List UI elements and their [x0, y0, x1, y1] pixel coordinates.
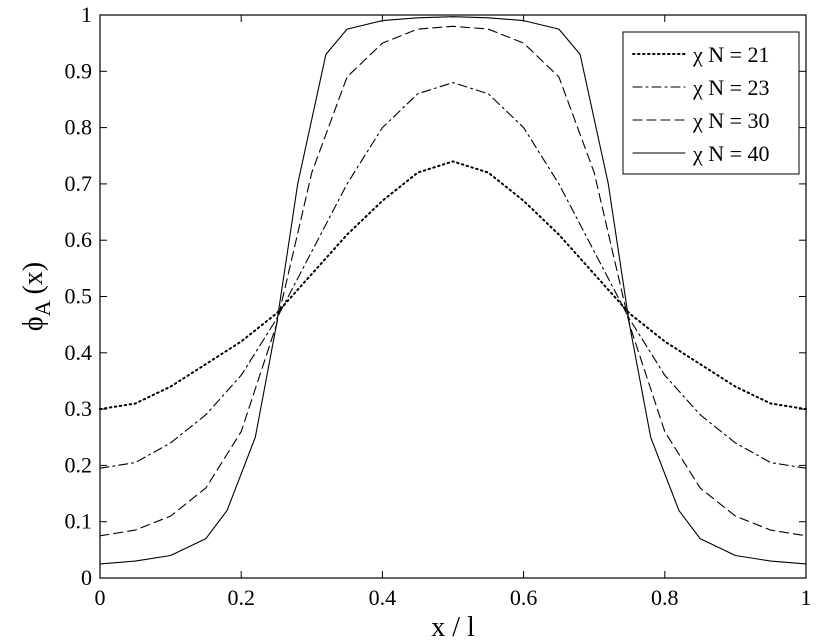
y-tick-label: 0 — [81, 565, 92, 590]
legend-label: χ N = 23 — [692, 75, 770, 100]
y-axis: 0 0.1 0.2 0.3 0.4 0.5 0.6 0.7 0.8 0.9 1 — [65, 2, 806, 590]
x-axis-label: x / l — [431, 612, 475, 642]
x-tick-label: 0.8 — [651, 585, 679, 610]
x-tick-label: 0 — [95, 585, 106, 610]
y-tick-label: 0.3 — [65, 396, 93, 421]
y-axis-label-symbol: ϕ — [18, 316, 49, 331]
series-line-1 — [99, 160, 807, 411]
y-tick-label: 0.5 — [65, 284, 93, 309]
series-line-2 — [99, 82, 807, 469]
x-tick-label: 0.2 — [227, 585, 255, 610]
legend-label: χ N = 40 — [692, 141, 770, 166]
series-layer — [99, 16, 807, 565]
y-tick-label: 0.6 — [65, 227, 93, 252]
series-line-4 — [99, 16, 807, 565]
legend-box — [622, 31, 800, 175]
x-tick-label: 0.6 — [510, 585, 538, 610]
y-tick-label: 0.1 — [65, 509, 93, 534]
y-tick-label: 0.8 — [65, 115, 93, 140]
x-tick-label: 1 — [801, 585, 812, 610]
legend-label: χ N = 30 — [692, 108, 770, 133]
y-tick-label: 1 — [81, 2, 92, 27]
y-axis-label-subscript: A — [30, 300, 55, 316]
x-axis: 0 0.2 0.4 0.6 0.8 1 — [95, 15, 812, 610]
y-axis-label: ϕA (x) — [18, 262, 55, 331]
y-tick-label: 0.2 — [65, 452, 93, 477]
y-axis-label-argument: (x) — [18, 262, 49, 295]
series-line-3 — [99, 25, 807, 537]
y-tick-label: 0.9 — [65, 58, 93, 83]
y-tick-label: 0.7 — [65, 171, 93, 196]
legend: χ N = 21 χ N = 23 χ N = 30 χ N = 40 — [622, 31, 800, 175]
x-tick-label: 0.4 — [369, 585, 397, 610]
plot-area: 0 0.2 0.4 0.6 0.8 1 0 0.1 0.2 0.3 0.4 0.5 0.6 0.7 0.8… — [65, 2, 812, 610]
legend-label: χ N = 21 — [692, 42, 770, 67]
y-tick-label: 0.4 — [65, 340, 93, 365]
